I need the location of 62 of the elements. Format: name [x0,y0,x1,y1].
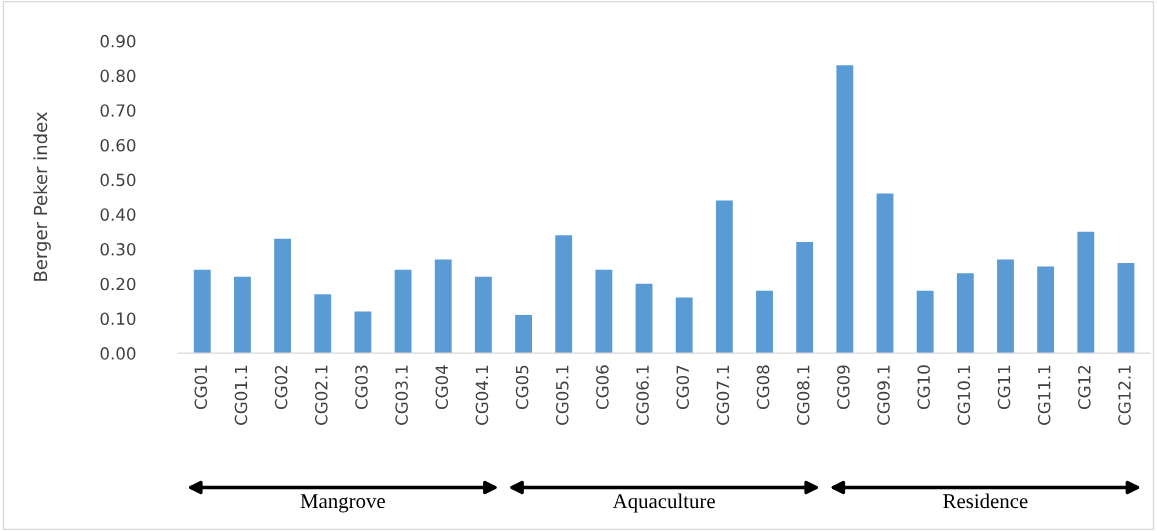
bar [836,65,854,354]
x-tick-label: CG03 [355,365,368,410]
bar [434,259,452,354]
bar [956,273,974,354]
x-tick-label: CG01 [194,365,208,410]
bar [997,259,1014,354]
bar [796,242,814,354]
text: Residence [943,493,1028,509]
bar [274,238,292,354]
x-tick-label: CG08 [756,365,770,410]
y-tick-label: 0.80 [100,69,136,83]
bar [1077,231,1095,354]
x-tick-label: CG07 [676,365,690,410]
bar [555,235,573,354]
x-tick-label: CG10 [917,365,930,410]
y-tick-label: 0.30 [100,243,136,256]
x-tick-label: CG06 [596,365,609,410]
x-tick-label: CG06.1 [636,365,649,425]
y-tick-label: 0.70 [100,104,136,117]
x-tick-label: CG07.1 [716,365,730,425]
y-tick-label: 0.00 [100,347,136,360]
x-tick-label: CG03.1 [395,365,408,425]
x-tick-label: CG09.1 [877,365,890,425]
bar [515,314,532,354]
bar [675,297,693,354]
x-tick-label: CG10.1 [957,365,971,425]
y-tick-label: 0.60 [100,138,136,152]
bar [1117,262,1135,354]
text: Mangrove [300,494,385,513]
bar [635,283,653,354]
y-tick-label: 0.90 [100,34,136,48]
x-tick-label: CG08.1 [796,365,810,425]
bar [354,311,372,354]
x-tick-label: CG05 [515,365,529,410]
x-tick-label: CG04.1 [475,365,489,425]
bar [916,290,934,354]
x-tick-label: CG12 [1078,365,1091,410]
y-tick-label: 0.40 [100,208,136,221]
bar [474,276,492,354]
bar [876,193,894,354]
x-tick-label: CG11 [997,365,1011,410]
x-tick-label: CG01.1 [234,365,248,425]
bar [234,276,251,354]
text: Aquaculture [612,493,715,513]
x-tick-label: CG12.1 [1118,365,1131,425]
bar [193,269,211,354]
x-tick-label: CG02 [274,365,288,410]
bar [595,269,613,354]
y-tick-label: 0.50 [100,173,136,187]
y-axis-title: Berger Peker index [33,112,51,281]
x-tick-label: CG04 [435,365,449,410]
bar [394,269,412,354]
y-tick-label: 0.10 [100,312,136,325]
x-tick-label: CG02.1 [314,365,328,425]
bar [715,200,733,354]
bar [756,290,773,354]
x-tick-label: CG11.1 [1037,365,1051,425]
bar [1037,266,1055,354]
x-tick-label: CG09 [837,365,850,410]
y-tick-label: 0.20 [100,277,136,291]
x-tick-label: CG05.1 [555,365,569,425]
bar [314,294,332,354]
